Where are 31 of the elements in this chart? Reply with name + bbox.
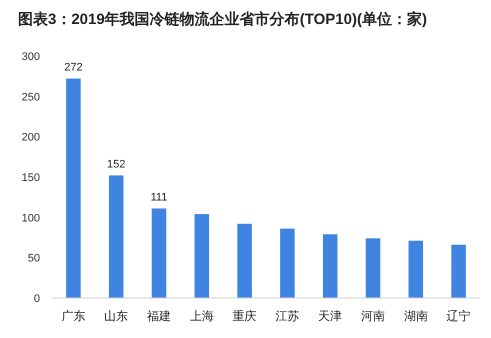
y-tick-label: 200 <box>22 132 40 144</box>
bar <box>108 175 124 298</box>
bar <box>237 224 252 298</box>
bar <box>408 240 424 298</box>
x-tick-label: 上海 <box>190 309 214 323</box>
x-tick-label: 广东 <box>61 309 86 323</box>
x-tick-label: 河南 <box>361 309 385 323</box>
x-tick-label: 辽宁 <box>446 309 471 323</box>
x-tick-label: 山东 <box>104 309 128 323</box>
bar <box>66 78 81 298</box>
y-tick-label: 100 <box>22 212 40 224</box>
y-tick-label: 250 <box>22 91 40 104</box>
bar <box>152 208 166 298</box>
x-tick-label: 湖南 <box>404 309 428 323</box>
x-tick-label: 重庆 <box>232 309 257 323</box>
x-tick-label: 福建 <box>147 309 171 323</box>
data-label: 272 <box>64 62 83 74</box>
chart-title: 图表3：2019年我国冷链物流企业省市分布(TOP10)(单位：家) <box>18 10 427 28</box>
bar <box>451 244 466 298</box>
data-label: 111 <box>150 191 168 204</box>
bar <box>366 238 380 298</box>
y-tick-label: 50 <box>28 252 40 265</box>
x-tick-label: 江苏 <box>275 309 300 323</box>
bar <box>194 214 210 298</box>
y-tick-label: 300 <box>22 51 40 63</box>
bar <box>322 234 338 298</box>
y-tick-label: 0 <box>34 293 40 305</box>
bar <box>280 228 295 298</box>
x-tick-label: 天津 <box>318 309 342 323</box>
y-tick-label: 150 <box>22 172 40 184</box>
data-label: 152 <box>107 158 126 170</box>
